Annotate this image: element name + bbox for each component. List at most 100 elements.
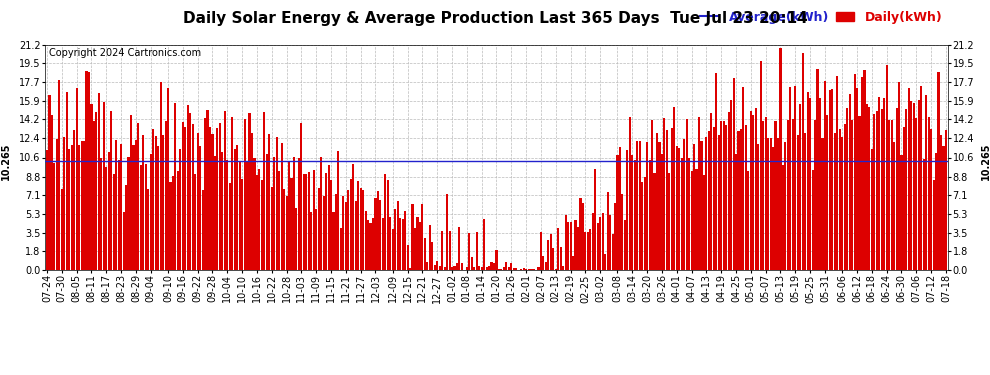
Bar [911, 100, 913, 270]
Bar [725, 124, 728, 270]
Bar [389, 217, 391, 270]
Bar [90, 104, 92, 270]
Bar [394, 209, 396, 270]
Bar [916, 118, 918, 270]
Bar [868, 108, 870, 270]
Bar [78, 145, 80, 270]
Bar [288, 161, 290, 270]
Bar [718, 135, 720, 270]
Bar [318, 188, 320, 270]
Bar [204, 118, 206, 270]
Bar [362, 190, 364, 270]
Bar [133, 145, 135, 270]
Bar [901, 155, 903, 270]
Bar [738, 131, 740, 270]
Bar [842, 137, 843, 270]
Bar [320, 157, 322, 270]
Bar [70, 145, 73, 270]
Bar [310, 212, 312, 270]
Bar [453, 266, 455, 270]
Bar [792, 119, 794, 270]
Bar [829, 90, 831, 270]
Bar [83, 141, 85, 270]
Bar [154, 136, 156, 270]
Bar [918, 100, 920, 270]
Bar [552, 248, 554, 270]
Bar [653, 173, 655, 270]
Bar [123, 212, 125, 270]
Bar [740, 129, 742, 270]
Bar [475, 231, 478, 270]
Bar [642, 183, 644, 270]
Bar [135, 141, 137, 270]
Bar [387, 180, 389, 270]
Bar [853, 74, 855, 270]
Bar [720, 122, 723, 270]
Bar [888, 120, 890, 270]
Bar [458, 226, 460, 270]
Bar [715, 73, 718, 270]
Bar [328, 165, 330, 270]
Bar [846, 108, 848, 270]
Bar [749, 111, 751, 270]
Bar [817, 69, 819, 270]
Bar [923, 159, 925, 270]
Bar [330, 180, 332, 270]
Bar [769, 138, 771, 270]
Bar [167, 88, 169, 270]
Bar [547, 240, 549, 270]
Bar [735, 154, 738, 270]
Bar [260, 180, 263, 270]
Bar [942, 147, 944, 270]
Bar [184, 128, 186, 270]
Bar [179, 149, 181, 270]
Bar [382, 218, 384, 270]
Bar [503, 267, 505, 270]
Bar [255, 175, 258, 270]
Bar [250, 132, 253, 270]
Bar [192, 124, 194, 270]
Bar [352, 164, 354, 270]
Bar [562, 266, 564, 270]
Bar [572, 256, 574, 270]
Bar [540, 232, 542, 270]
Bar [149, 154, 151, 270]
Bar [207, 110, 209, 270]
Bar [490, 262, 493, 270]
Bar [349, 179, 351, 270]
Bar [130, 115, 132, 270]
Bar [747, 171, 749, 270]
Bar [744, 125, 747, 270]
Bar [63, 136, 65, 270]
Bar [873, 114, 875, 270]
Bar [893, 142, 895, 270]
Bar [523, 268, 525, 270]
Bar [187, 105, 189, 270]
Bar [379, 200, 381, 270]
Bar [197, 133, 199, 270]
Bar [367, 220, 369, 270]
Bar [569, 222, 571, 270]
Bar [456, 263, 458, 270]
Text: Copyright 2024 Cartronics.com: Copyright 2024 Cartronics.com [50, 48, 201, 58]
Bar [174, 103, 176, 270]
Bar [305, 174, 307, 270]
Bar [584, 232, 586, 270]
Bar [671, 128, 673, 270]
Bar [108, 152, 110, 270]
Bar [295, 208, 298, 270]
Bar [797, 135, 799, 270]
Bar [678, 148, 680, 270]
Bar [925, 94, 928, 270]
Bar [258, 169, 260, 270]
Bar [140, 165, 142, 270]
Bar [549, 234, 551, 270]
Bar [824, 81, 826, 270]
Bar [143, 135, 145, 270]
Bar [602, 213, 604, 270]
Bar [246, 162, 248, 270]
Bar [95, 112, 97, 270]
Bar [538, 267, 540, 270]
Bar [856, 88, 858, 270]
Bar [315, 209, 317, 270]
